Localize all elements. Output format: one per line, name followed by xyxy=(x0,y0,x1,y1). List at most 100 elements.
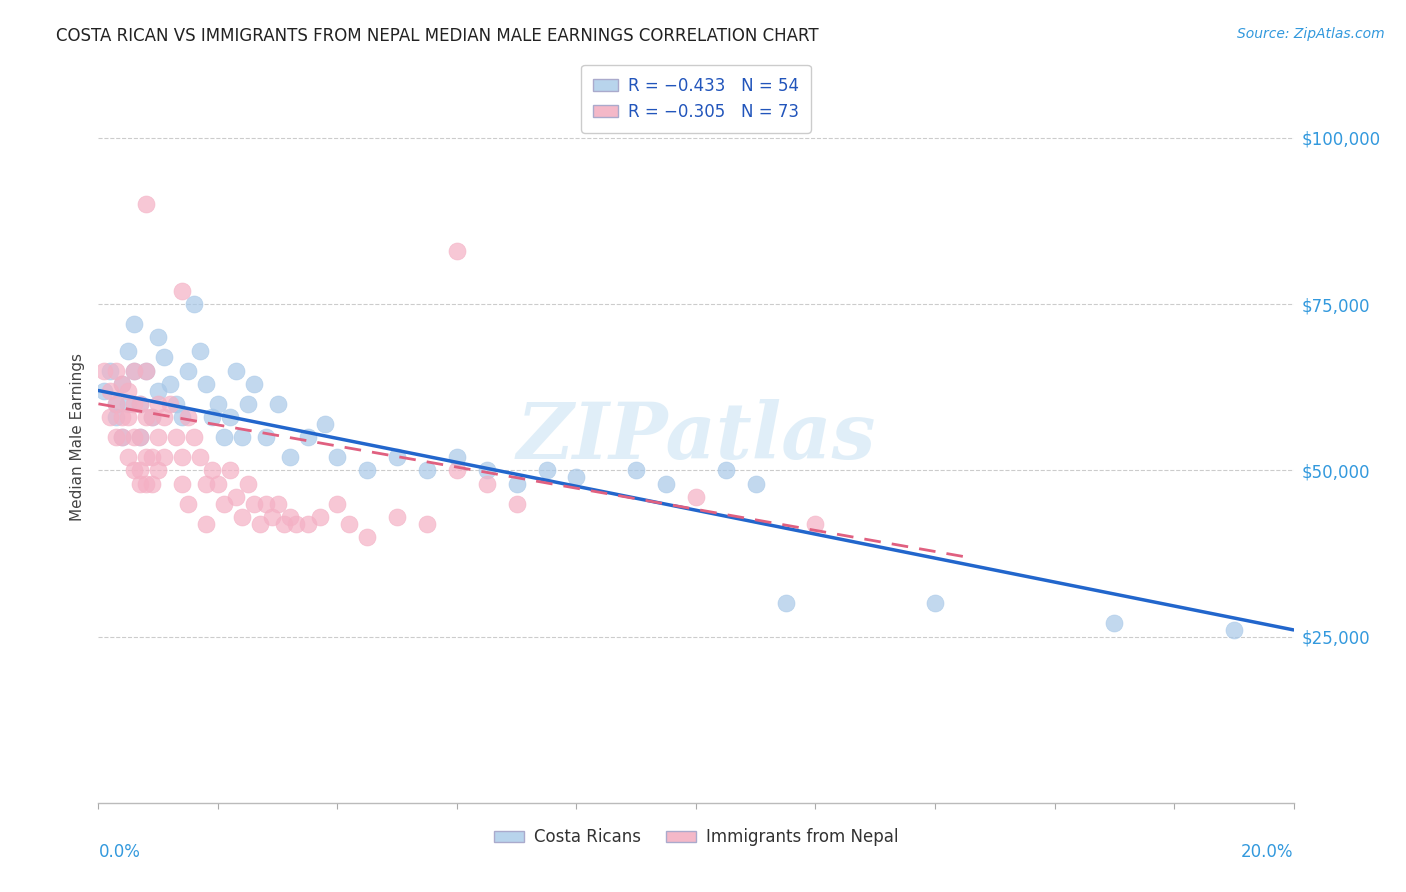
Point xyxy=(446,244,468,258)
Text: 0.0%: 0.0% xyxy=(98,843,141,861)
Point xyxy=(315,417,337,431)
Point xyxy=(148,384,170,398)
Point xyxy=(446,463,468,477)
Point xyxy=(231,430,253,444)
Point xyxy=(177,363,200,377)
Point xyxy=(475,476,498,491)
Point xyxy=(356,463,378,477)
Point xyxy=(129,397,152,411)
Point xyxy=(188,343,211,358)
Point xyxy=(135,410,157,425)
Point xyxy=(326,497,349,511)
Point xyxy=(124,397,146,411)
Point xyxy=(284,516,307,531)
Point xyxy=(195,516,218,531)
Point xyxy=(98,384,122,398)
Point xyxy=(117,343,139,358)
Point xyxy=(148,463,170,477)
Point xyxy=(165,430,187,444)
Point xyxy=(416,463,439,477)
Point xyxy=(225,363,247,377)
Point xyxy=(219,410,242,425)
Point xyxy=(172,284,194,298)
Point xyxy=(135,363,157,377)
Text: 20.0%: 20.0% xyxy=(1241,843,1294,861)
Point xyxy=(129,463,152,477)
Point xyxy=(148,430,170,444)
Point xyxy=(339,516,361,531)
Point xyxy=(219,463,242,477)
Point xyxy=(183,430,205,444)
Point xyxy=(804,516,827,531)
Point xyxy=(105,397,128,411)
Text: COSTA RICAN VS IMMIGRANTS FROM NEPAL MEDIAN MALE EARNINGS CORRELATION CHART: COSTA RICAN VS IMMIGRANTS FROM NEPAL MED… xyxy=(56,27,818,45)
Point xyxy=(326,450,349,464)
Text: Source: ZipAtlas.com: Source: ZipAtlas.com xyxy=(1237,27,1385,41)
Point xyxy=(93,363,115,377)
Point xyxy=(135,476,157,491)
Point xyxy=(254,430,277,444)
Point xyxy=(243,376,266,391)
Y-axis label: Median Male Earnings: Median Male Earnings xyxy=(69,353,84,521)
Point xyxy=(385,509,409,524)
Point xyxy=(267,497,290,511)
Point xyxy=(111,376,134,391)
Point xyxy=(249,516,271,531)
Point xyxy=(105,410,128,425)
Point xyxy=(111,376,134,391)
Point xyxy=(141,450,163,464)
Point xyxy=(207,476,229,491)
Point xyxy=(356,530,378,544)
Point xyxy=(124,363,146,377)
Point xyxy=(129,397,152,411)
Point xyxy=(297,430,319,444)
Point xyxy=(111,410,134,425)
Point xyxy=(117,384,139,398)
Point xyxy=(201,463,224,477)
Point xyxy=(212,497,235,511)
Point xyxy=(117,410,139,425)
Point xyxy=(124,317,146,331)
Point xyxy=(117,450,139,464)
Point xyxy=(243,497,266,511)
Point xyxy=(148,397,170,411)
Point xyxy=(775,596,797,610)
Point xyxy=(153,450,176,464)
Point xyxy=(195,476,218,491)
Point xyxy=(260,509,283,524)
Point xyxy=(446,450,468,464)
Point xyxy=(685,490,707,504)
Point xyxy=(626,463,648,477)
Point xyxy=(745,476,768,491)
Legend: Costa Ricans, Immigrants from Nepal: Costa Ricans, Immigrants from Nepal xyxy=(486,822,905,853)
Point xyxy=(105,363,128,377)
Point xyxy=(212,430,235,444)
Point xyxy=(93,384,115,398)
Point xyxy=(135,450,157,464)
Point xyxy=(924,596,946,610)
Point xyxy=(124,363,146,377)
Point xyxy=(105,397,128,411)
Point xyxy=(225,490,247,504)
Point xyxy=(254,497,277,511)
Point xyxy=(135,363,157,377)
Point xyxy=(124,430,146,444)
Point xyxy=(141,410,163,425)
Point xyxy=(308,509,330,524)
Point xyxy=(536,463,558,477)
Point xyxy=(105,430,128,444)
Text: ZIPatlas: ZIPatlas xyxy=(516,399,876,475)
Point xyxy=(273,516,295,531)
Point xyxy=(416,516,439,531)
Point xyxy=(236,397,259,411)
Point xyxy=(117,397,139,411)
Point xyxy=(1104,616,1126,631)
Point xyxy=(475,463,498,477)
Point xyxy=(98,410,122,425)
Point xyxy=(231,509,253,524)
Point xyxy=(177,497,200,511)
Point xyxy=(135,197,157,211)
Point xyxy=(1223,623,1246,637)
Point xyxy=(267,397,290,411)
Point xyxy=(172,476,194,491)
